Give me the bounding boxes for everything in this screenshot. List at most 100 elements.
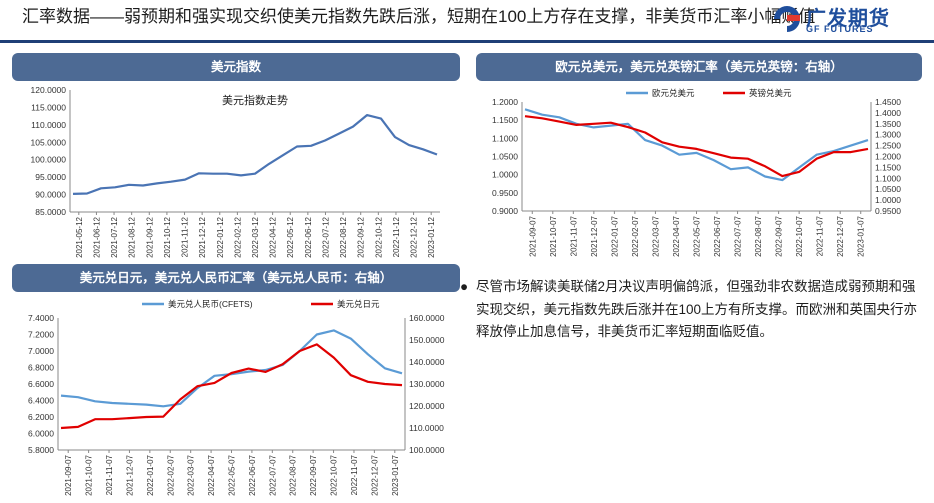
x-tick-label: 2022-07-07: [268, 454, 277, 495]
y2-tick-label: 1.4000: [875, 108, 901, 118]
x-tick-label: 2022-12-07: [370, 454, 379, 495]
series-line-1: [524, 115, 869, 178]
x-tick-label: 2021-12-12: [198, 216, 207, 257]
x-tick-label: 2022-02-07: [166, 454, 175, 495]
x-tick-label: 2021-10-12: [163, 216, 172, 257]
x-tick-label: 2021-08-12: [128, 216, 137, 257]
x-tick-label: 2022-04-07: [672, 215, 681, 256]
commentary: ● 尽管市场解读美联储2月决议声明偏鸽派，但强劲非农数据造成弱预期和强实现交织，…: [460, 276, 922, 344]
x-tick-label: 2022-02-12: [233, 216, 242, 257]
x-tick-label: 2022-04-07: [207, 454, 216, 495]
x-tick-label: 2021-10-07: [85, 454, 94, 495]
y2-tick-label: 120.0000: [409, 401, 445, 411]
page-title: 汇率数据——弱预期和强实现交织使美元指数先跌后涨，短期在100上方存在支撑，非美…: [22, 7, 816, 26]
legend-label: 英镑兑美元: [749, 88, 792, 98]
y-tick-label: 6.2000: [28, 412, 54, 422]
gf-logo-icon: [774, 6, 800, 32]
y2-tick-label: 140.0000: [409, 357, 445, 367]
x-tick-label: 2021-09-07: [64, 454, 73, 495]
x-tick-label: 2022-02-07: [631, 215, 640, 256]
y2-tick-label: 1.4500: [875, 97, 901, 107]
x-tick-label: 2021-11-12: [181, 216, 190, 257]
x-tick-label: 2022-09-07: [309, 454, 318, 495]
brand-logo: 广发期货 GF FUTURES: [770, 2, 930, 38]
y2-tick-label: 100.0000: [409, 445, 445, 455]
bullet-icon: ●: [460, 279, 469, 294]
y2-tick-label: 1.0500: [875, 184, 901, 194]
jpy-cny-chart: 5.8000 6.0000 6.2000 6.4000 6.6000 6.8000 7.00…: [28, 299, 445, 496]
series-line-0: [524, 108, 869, 182]
legend-label: 欧元兑美元: [652, 88, 695, 98]
eur-gbp-chart: 0.90000.95001.00001.05001.10001.15001.20…: [492, 88, 901, 257]
y-tick-label: 1.1500: [492, 115, 518, 125]
y2-tick-label: 1.0000: [875, 195, 901, 205]
x-tick-label: 2021-07-12: [110, 216, 119, 257]
y-tick-label: 1.0500: [492, 152, 518, 162]
y-tick-label: 6.8000: [28, 363, 54, 373]
x-tick-label: 2022-08-07: [754, 215, 763, 256]
x-tick-label: 2022-01-07: [146, 454, 155, 495]
x-tick-label: 2022-03-12: [251, 216, 260, 257]
x-tick-label: 2021-12-07: [590, 215, 599, 256]
x-tick-label: 2022-08-07: [289, 454, 298, 495]
x-tick-label: 2022-10-07: [330, 454, 339, 495]
y-tick-label: 7.0000: [28, 346, 54, 356]
x-tick-label: 2023-01-12: [427, 216, 436, 257]
x-tick-label: 2022-11-07: [350, 454, 359, 495]
x-tick-label: 2022-08-12: [339, 216, 348, 257]
header-rule: [0, 40, 934, 43]
y-tick-label: 1.0000: [492, 170, 518, 180]
y2-tick-label: 1.3500: [875, 119, 901, 129]
series-line-0: [72, 113, 438, 195]
x-tick-label: 2023-01-07: [857, 215, 866, 256]
x-tick-label: 2022-11-12: [392, 216, 401, 257]
x-tick-label: 2022-05-12: [286, 216, 295, 257]
y-tick-label: 6.4000: [28, 396, 54, 406]
x-tick-label: 2021-11-07: [569, 215, 578, 256]
x-tick-label: 2022-11-07: [816, 215, 825, 256]
legend-label: 美元兑人民币(CFETS): [168, 299, 253, 309]
x-tick-label: 2022-07-07: [734, 215, 743, 256]
y-tick-label: 1.2000: [492, 97, 518, 107]
x-tick-label: 2022-10-07: [795, 215, 804, 256]
series-line-0: [60, 329, 403, 408]
x-tick-label: 2021-12-07: [125, 454, 134, 495]
y-tick-label: 90.0000: [35, 190, 66, 200]
x-tick-label: 2021-09-07: [528, 215, 537, 256]
y-tick-label: 110.0000: [31, 120, 66, 130]
commentary-text: 尽管市场解读美联储2月决议声明偏鸽派，但强劲非农数据造成弱预期和强实现交织，美元…: [476, 279, 918, 339]
legend-label: 美元兑日元: [337, 299, 380, 309]
y-tick-label: 105.0000: [31, 137, 67, 147]
dxy-chart: 85.0000 90.0000 95.0000 100.0000 105.0000 110…: [31, 85, 440, 258]
x-tick-label: 2021-10-07: [549, 215, 558, 256]
y-tick-label: 115.0000: [31, 102, 66, 112]
x-tick-label: 2022-04-12: [269, 216, 278, 257]
x-tick-label: 2021-05-12: [75, 216, 84, 257]
x-tick-label: 2023-01-07: [391, 454, 400, 495]
x-tick-label: 2022-12-07: [836, 215, 845, 256]
y-tick-label: 100.0000: [31, 155, 67, 165]
x-tick-label: 2022-06-12: [304, 216, 313, 257]
y2-tick-label: 1.1000: [875, 173, 901, 183]
y2-tick-label: 150.0000: [409, 335, 445, 345]
series-line-1: [60, 343, 403, 430]
x-tick-label: 2022-06-07: [248, 454, 257, 495]
y2-tick-label: 1.3000: [875, 130, 901, 140]
x-tick-label: 2022-09-12: [357, 216, 366, 257]
y-tick-label: 95.0000: [35, 172, 66, 182]
x-tick-label: 2021-11-07: [105, 454, 114, 495]
x-tick-label: 2021-09-12: [145, 216, 154, 257]
y2-tick-label: 1.2000: [875, 152, 901, 162]
y2-tick-label: 0.9500: [875, 206, 901, 216]
band-dxy: 美元指数: [12, 53, 460, 81]
y-tick-label: 120.0000: [31, 85, 67, 95]
y-tick-label: 85.0000: [35, 207, 66, 217]
logo-text-cn: 广发期货: [806, 8, 890, 30]
x-tick-label: 2022-03-07: [651, 215, 660, 256]
x-tick-label: 2022-03-07: [187, 454, 196, 495]
y-tick-label: 0.9000: [492, 206, 518, 216]
y2-tick-label: 1.1500: [875, 162, 901, 172]
x-tick-label: 2022-12-12: [410, 216, 419, 257]
y2-tick-label: 130.0000: [409, 379, 445, 389]
y-tick-label: 0.9500: [492, 188, 518, 198]
